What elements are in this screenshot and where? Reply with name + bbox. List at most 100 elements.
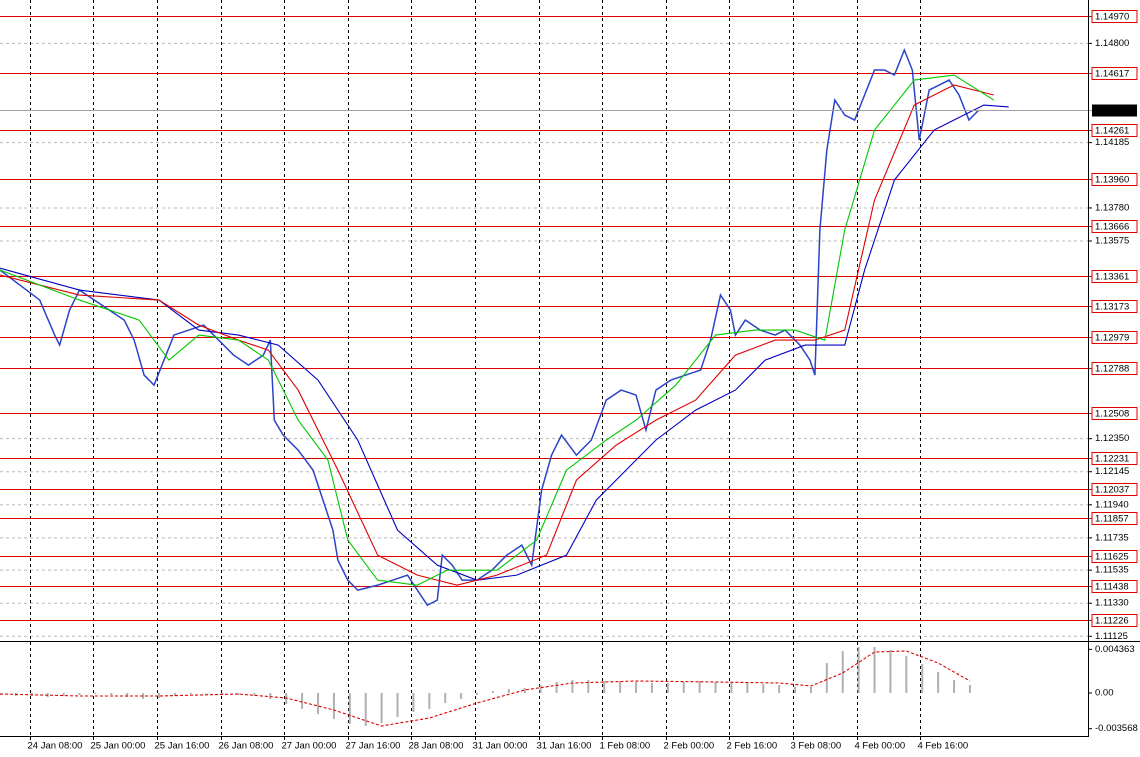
histogram-bar xyxy=(889,650,892,693)
histogram-bar xyxy=(189,693,192,694)
y-tick-label: 1.14800 xyxy=(1095,38,1129,49)
histogram-bar xyxy=(412,693,415,712)
histogram-bar xyxy=(476,693,479,695)
x-tick-label: 28 Jan 08:00 xyxy=(409,741,464,752)
level-label: 1.14617 xyxy=(1095,69,1129,80)
last-price-label: 1.14387 xyxy=(1095,106,1129,117)
level-label: 1.13666 xyxy=(1095,222,1129,233)
x-tick-label: 2 Feb 00:00 xyxy=(664,741,715,752)
level-label-box xyxy=(1091,362,1138,375)
last-price-box xyxy=(1092,104,1137,117)
level-label-box xyxy=(1091,10,1138,23)
histogram-bar xyxy=(809,687,812,693)
histogram-bar xyxy=(682,682,685,693)
level-label-box xyxy=(1091,67,1138,80)
histogram-bar xyxy=(968,685,971,693)
histogram-bar xyxy=(921,664,924,693)
histogram-bar xyxy=(539,685,542,693)
histogram-bar xyxy=(905,656,908,693)
indicator-line xyxy=(0,74,995,586)
histogram-bar xyxy=(428,693,431,709)
x-tick-label: 25 Jan 00:00 xyxy=(91,741,146,752)
histogram-bar xyxy=(110,693,113,695)
level-label-box xyxy=(1091,331,1138,344)
y-tick-label: 1.14185 xyxy=(1095,137,1129,148)
histogram-bar xyxy=(873,647,876,693)
x-tick-label: 3 Feb 08:00 xyxy=(791,741,842,752)
level-label: 1.12788 xyxy=(1095,364,1129,375)
level-label: 1.13960 xyxy=(1095,175,1129,186)
level-label: 1.14970 xyxy=(1095,12,1129,23)
y-tick-label: 1.12145 xyxy=(1095,466,1129,477)
grid-layer xyxy=(0,0,1088,736)
level-label: 1.11857 xyxy=(1095,514,1129,525)
level-label: 1.12037 xyxy=(1095,485,1129,496)
histogram-bar xyxy=(491,691,494,693)
y-tick-label: 1.13780 xyxy=(1095,202,1129,213)
indicator-line xyxy=(0,650,971,727)
y-tick-label: 1.11330 xyxy=(1095,598,1129,609)
histogram-bar xyxy=(571,680,574,693)
histogram-bar xyxy=(587,680,590,693)
x-tick-label: 31 Jan 16:00 xyxy=(537,741,592,752)
histogram-bar xyxy=(635,682,638,693)
histogram-bar xyxy=(698,681,701,693)
level-label: 1.11226 xyxy=(1095,616,1129,627)
x-tick-label: 27 Jan 16:00 xyxy=(346,741,401,752)
histogram-bar xyxy=(269,693,272,699)
histogram-bar xyxy=(794,687,797,693)
level-label: 1.11625 xyxy=(1095,552,1129,563)
histogram-bar xyxy=(317,693,320,714)
level-label: 1.11438 xyxy=(1095,582,1129,593)
histogram-bar xyxy=(666,683,669,693)
histogram-bar xyxy=(396,693,399,717)
y-tick-label: 1.13575 xyxy=(1095,236,1129,247)
y-tick-label: 0.00 xyxy=(1095,688,1114,699)
histogram-bar xyxy=(650,683,653,693)
level-label: 1.14261 xyxy=(1095,126,1129,137)
histogram-bar xyxy=(460,693,463,699)
histogram-bar xyxy=(126,693,129,697)
histogram-bar xyxy=(380,693,383,723)
level-label: 1.13173 xyxy=(1095,302,1129,313)
y-tick-label: 1.11535 xyxy=(1095,565,1129,576)
histogram-bar xyxy=(825,663,828,693)
x-tick-label: 4 Feb 00:00 xyxy=(855,741,906,752)
histogram-bar xyxy=(221,693,224,694)
y-tick-label: 1.11940 xyxy=(1095,499,1129,510)
histogram-bar xyxy=(142,693,145,699)
histogram-bar xyxy=(205,693,208,694)
x-tick-label: 4 Feb 16:00 xyxy=(918,741,969,752)
histogram-bar xyxy=(348,693,351,724)
histogram-bar xyxy=(94,693,97,694)
x-tick-label: 2 Feb 16:00 xyxy=(727,741,778,752)
level-label-box xyxy=(1091,452,1138,465)
histogram-bar xyxy=(173,693,176,696)
histogram-bar xyxy=(778,685,781,693)
y-tick-label: 1.11125 xyxy=(1095,631,1128,642)
y-tick-label: 0.004363 xyxy=(1095,644,1135,655)
histogram-bar xyxy=(444,693,447,703)
x-tick-label: 27 Jan 00:00 xyxy=(282,741,337,752)
marks-layer xyxy=(0,16,1092,727)
level-label: 1.12979 xyxy=(1095,333,1129,344)
histogram-bar xyxy=(746,683,749,693)
y-tick-label: 1.12350 xyxy=(1095,433,1129,444)
histogram-bar xyxy=(857,647,860,693)
histogram-bar xyxy=(762,684,765,693)
level-label: 1.13361 xyxy=(1095,272,1129,283)
histogram-bar xyxy=(507,689,510,693)
histogram-bar xyxy=(364,693,367,726)
level-label: 1.12508 xyxy=(1095,409,1129,420)
x-tick-label: 25 Jan 16:00 xyxy=(155,741,210,752)
histogram-bar xyxy=(332,693,335,719)
histogram-bar xyxy=(937,672,940,693)
histogram-bar xyxy=(237,693,240,695)
histogram-bar xyxy=(253,693,256,696)
histogram-bar xyxy=(714,682,717,693)
histogram-bar xyxy=(619,681,622,693)
level-label: 1.12231 xyxy=(1095,454,1129,465)
histogram-bar xyxy=(841,651,844,693)
